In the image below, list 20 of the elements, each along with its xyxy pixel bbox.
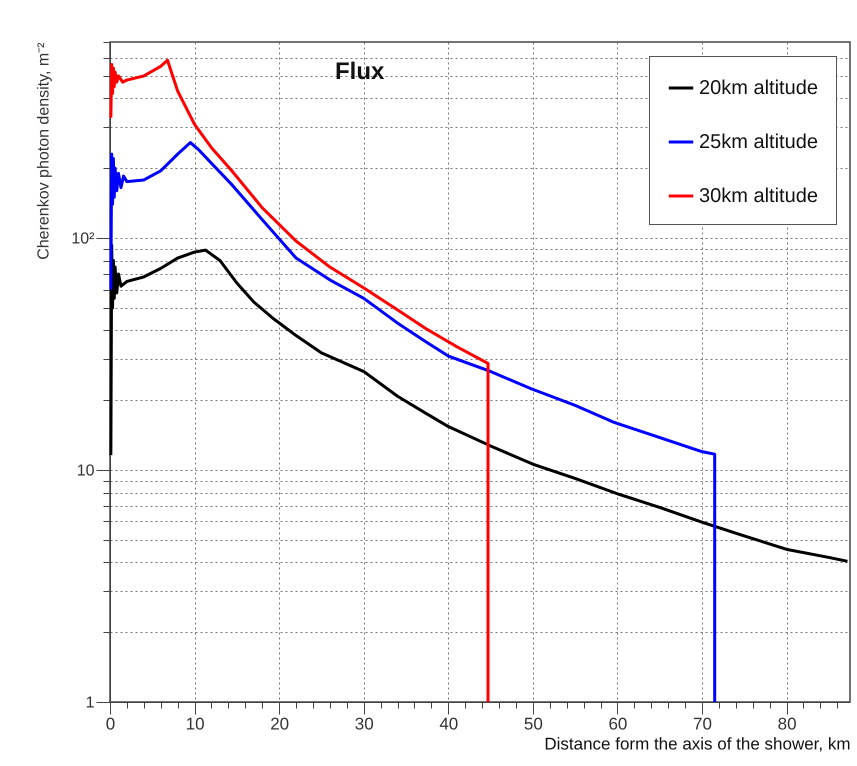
x-tick-label: 50 xyxy=(524,714,543,734)
x-tick-label: 80 xyxy=(778,714,797,734)
x-tick-label: 60 xyxy=(608,714,628,734)
legend-label: 20km altitude xyxy=(699,77,818,99)
x-tick-label: 0 xyxy=(106,714,116,734)
y-tick-label: 10 xyxy=(76,462,95,480)
x-tick-label: 40 xyxy=(439,714,458,734)
x-tick-label: 30 xyxy=(354,714,374,734)
x-tick-label: 70 xyxy=(693,714,712,734)
line-series xyxy=(109,244,849,563)
x-axis-title: Distance form the axis of the shower, km xyxy=(544,734,850,754)
x-tick-label: 10 xyxy=(186,714,205,734)
y-axis-title: Cherenkov photon density, m⁻² xyxy=(35,42,52,260)
legend-label: 30km altitude xyxy=(699,185,818,207)
y-tick-label: 1 xyxy=(86,694,95,712)
x-tick-label: 20 xyxy=(270,714,290,734)
annotation: Flux xyxy=(335,58,385,85)
legend-label: 25km altitude xyxy=(699,131,818,153)
y-tick-label: 10² xyxy=(71,230,96,248)
line-series xyxy=(109,58,490,704)
